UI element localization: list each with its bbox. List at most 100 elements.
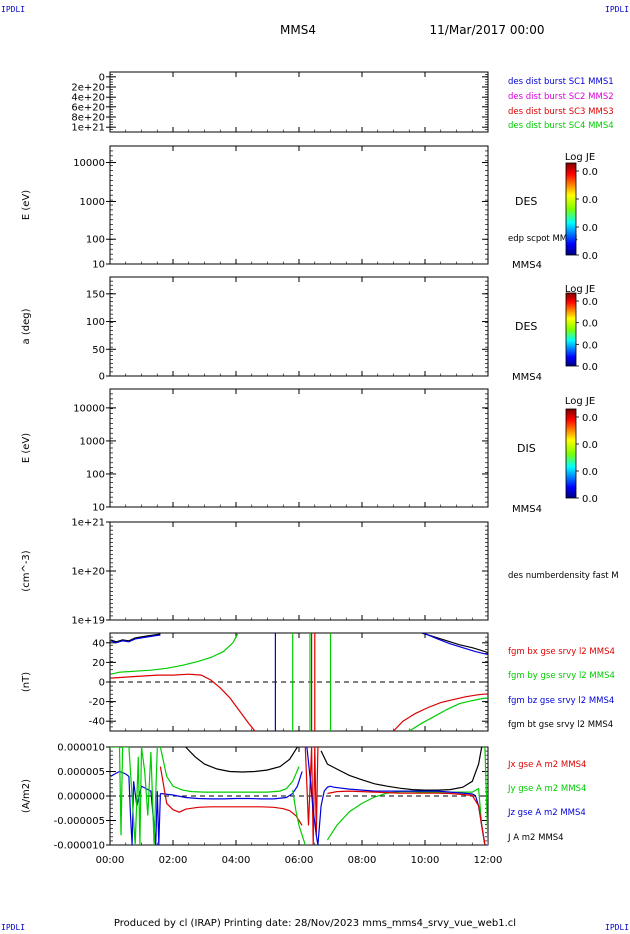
- y-tick-label: 10000: [73, 403, 105, 414]
- colorbar: [565, 408, 577, 499]
- datetime-title: 11/Mar/2017 00:00: [430, 23, 545, 37]
- corner-label-top-right: IPDLI: [605, 5, 630, 14]
- y-tick-label: 8e+20: [71, 113, 105, 124]
- colorbar-tick-label: 0.0: [582, 467, 598, 478]
- panel-density: 1e+21 1e+20 1e+19 (cm^-3) des numberdensity …: [21, 518, 619, 627]
- panel-dis-energy: 10000 1000 100 10 E (eV) DIS MMS4 Log JE 0.0 0.0 0…: [21, 388, 598, 515]
- corner-label-top-left: IPDLI: [1, 5, 26, 14]
- y-tick-label: 0: [99, 372, 105, 383]
- colorbar-tick-label: 0.0: [582, 440, 598, 451]
- panel-current: 0.000010 0.000005 0.000000 -0.000005 -0.0000…: [21, 743, 586, 867]
- series-line: [423, 633, 488, 656]
- y-axis-label: (nT): [21, 672, 32, 692]
- panel-frame: [109, 145, 489, 265]
- series-line: [110, 673, 256, 731]
- y-tick-label: 1e+21: [71, 123, 105, 134]
- y-tick-label: 10: [92, 260, 105, 271]
- y-tick-label: 40: [92, 638, 105, 649]
- panel-frame: [109, 71, 489, 133]
- colorbar-title: Log JE: [565, 152, 595, 163]
- y-tick-label: -40: [89, 717, 105, 728]
- legend-entry: des dist burst SC4 MMS4: [508, 121, 614, 131]
- y-tick-label: 10: [92, 503, 105, 514]
- panel-des-energy: 10000 1000 100 10 E (eV) DES MMS4 edp scpot MMS…: [21, 145, 598, 271]
- colorbar: [565, 162, 577, 256]
- y-axis-label: E (eV): [21, 190, 32, 220]
- colorbar-tick-label: 0.0: [582, 223, 598, 234]
- legend-entry: Jy gse A m2 MMS4: [507, 784, 586, 794]
- series-line: [110, 633, 239, 675]
- spacecraft-label: MMS4: [512, 372, 542, 383]
- instrument-label: DIS: [517, 442, 536, 455]
- legend-entry: des numberdensity fast M: [508, 571, 619, 581]
- y-axis-label: (cm^-3): [21, 550, 32, 591]
- y-tick-label: 100: [86, 469, 105, 480]
- panel-des-pitch: 150 100 50 0 a (deg) DES MMS4 Log JE 0.0 0.0 0.0 0.…: [21, 276, 598, 383]
- y-tick-label: 1e+19: [71, 616, 105, 627]
- y-tick-label: 0: [99, 678, 105, 689]
- series-line: [320, 747, 483, 791]
- y-tick-label: -0.000010: [54, 841, 105, 852]
- colorbar-tick-label: 0.0: [582, 413, 598, 424]
- colorbar-title: Log JE: [565, 396, 595, 407]
- series-line: [110, 747, 158, 845]
- corner-label-bottom-left: IPDLI: [1, 923, 26, 932]
- x-tick-label: 00:00: [96, 855, 125, 866]
- legend-entry: des dist burst SC3 MMS3: [508, 107, 614, 117]
- x-tick-label: 12:00: [474, 855, 503, 866]
- y-tick-label: 0: [99, 72, 105, 83]
- y-axis-label: a (deg): [21, 308, 32, 344]
- x-tick-label: 10:00: [411, 855, 440, 866]
- y-axis-label: E (eV): [21, 433, 32, 463]
- colorbar-title: Log JE: [565, 284, 595, 295]
- y-axis-label: (A/m2): [21, 779, 32, 813]
- legend-entry: fgm bx gse srvy l2 MMS4: [508, 647, 615, 657]
- series-line: [327, 790, 486, 845]
- series-line: [408, 697, 488, 731]
- series-group: [110, 633, 488, 731]
- x-tick-label: 08:00: [348, 855, 377, 866]
- series-line: [393, 693, 488, 731]
- y-tick-label: 4e+20: [71, 93, 105, 104]
- y-tick-label: 1e+20: [71, 567, 105, 578]
- series-line: [110, 633, 161, 643]
- instrument-label: DES: [515, 195, 537, 208]
- series-line: [159, 747, 300, 793]
- legend-entry: J A m2 MMS4: [507, 833, 564, 843]
- colorbar-tick-label: 0.0: [582, 340, 598, 351]
- y-tick-label: 1000: [80, 197, 105, 208]
- legend-entry: Jx gse A m2 MMS4: [507, 760, 586, 770]
- y-tick-label: 0.000000: [57, 792, 105, 803]
- series-group: [110, 747, 488, 845]
- colorbar: [565, 292, 577, 367]
- legend-entry: fgm bt gse srvy l2 MMS4: [508, 720, 613, 730]
- legend-entry: fgm by gse srvy l2 MMS4: [508, 671, 615, 681]
- series-line: [159, 766, 303, 826]
- x-tick-label: 06:00: [285, 855, 314, 866]
- legend-entry: fgm bz gse srvy l2 MMS4: [508, 696, 614, 706]
- y-tick-label: 100: [86, 317, 105, 328]
- colorbar-tick-label: 0.0: [582, 362, 598, 373]
- panel-frame: [109, 276, 489, 377]
- series-line: [185, 747, 298, 773]
- colorbar-tick-label: 0.0: [582, 319, 598, 330]
- series-line: [306, 747, 334, 845]
- y-tick-label: -0.000005: [54, 816, 105, 827]
- panel-frame: [109, 521, 489, 621]
- y-tick-label: 0.000010: [57, 743, 105, 754]
- y-tick-label: 10000: [73, 158, 105, 169]
- x-tick-label: 02:00: [159, 855, 188, 866]
- colorbar-tick-label: 0.0: [582, 167, 598, 178]
- y-tick-label: -20: [89, 697, 105, 708]
- legend-entry: des dist burst SC2 MMS2: [508, 92, 614, 102]
- overlay-label: edp scpot MMS4: [508, 234, 578, 244]
- footer-credit: Produced by cl (IRAP) Printing date: 28/…: [113, 918, 517, 929]
- y-tick-label: 2e+20: [71, 83, 105, 94]
- y-tick-label: 6e+20: [71, 102, 105, 113]
- colorbar-tick-label: 0.0: [582, 494, 598, 505]
- series-line: [484, 747, 488, 845]
- y-tick-label: 100: [86, 235, 105, 246]
- series-line: [421, 633, 488, 654]
